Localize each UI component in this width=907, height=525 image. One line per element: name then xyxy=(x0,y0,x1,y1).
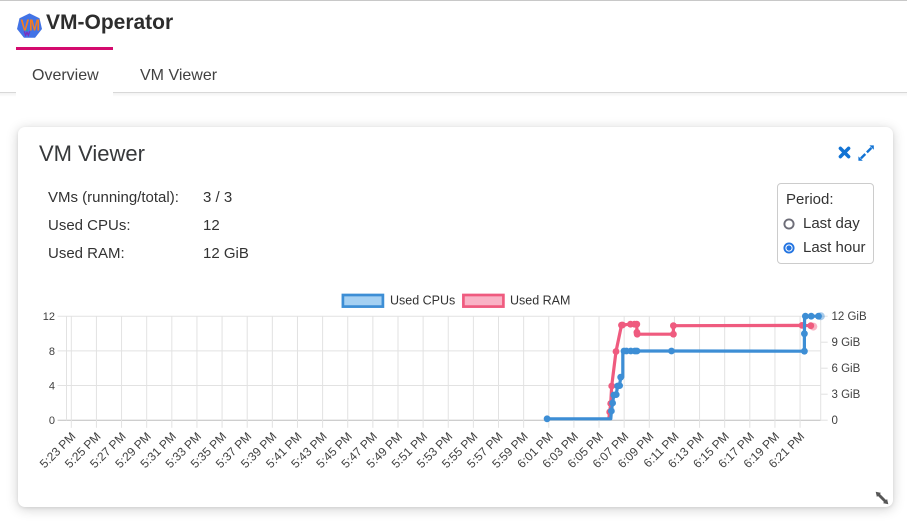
svg-text:VM: VM xyxy=(20,18,39,35)
